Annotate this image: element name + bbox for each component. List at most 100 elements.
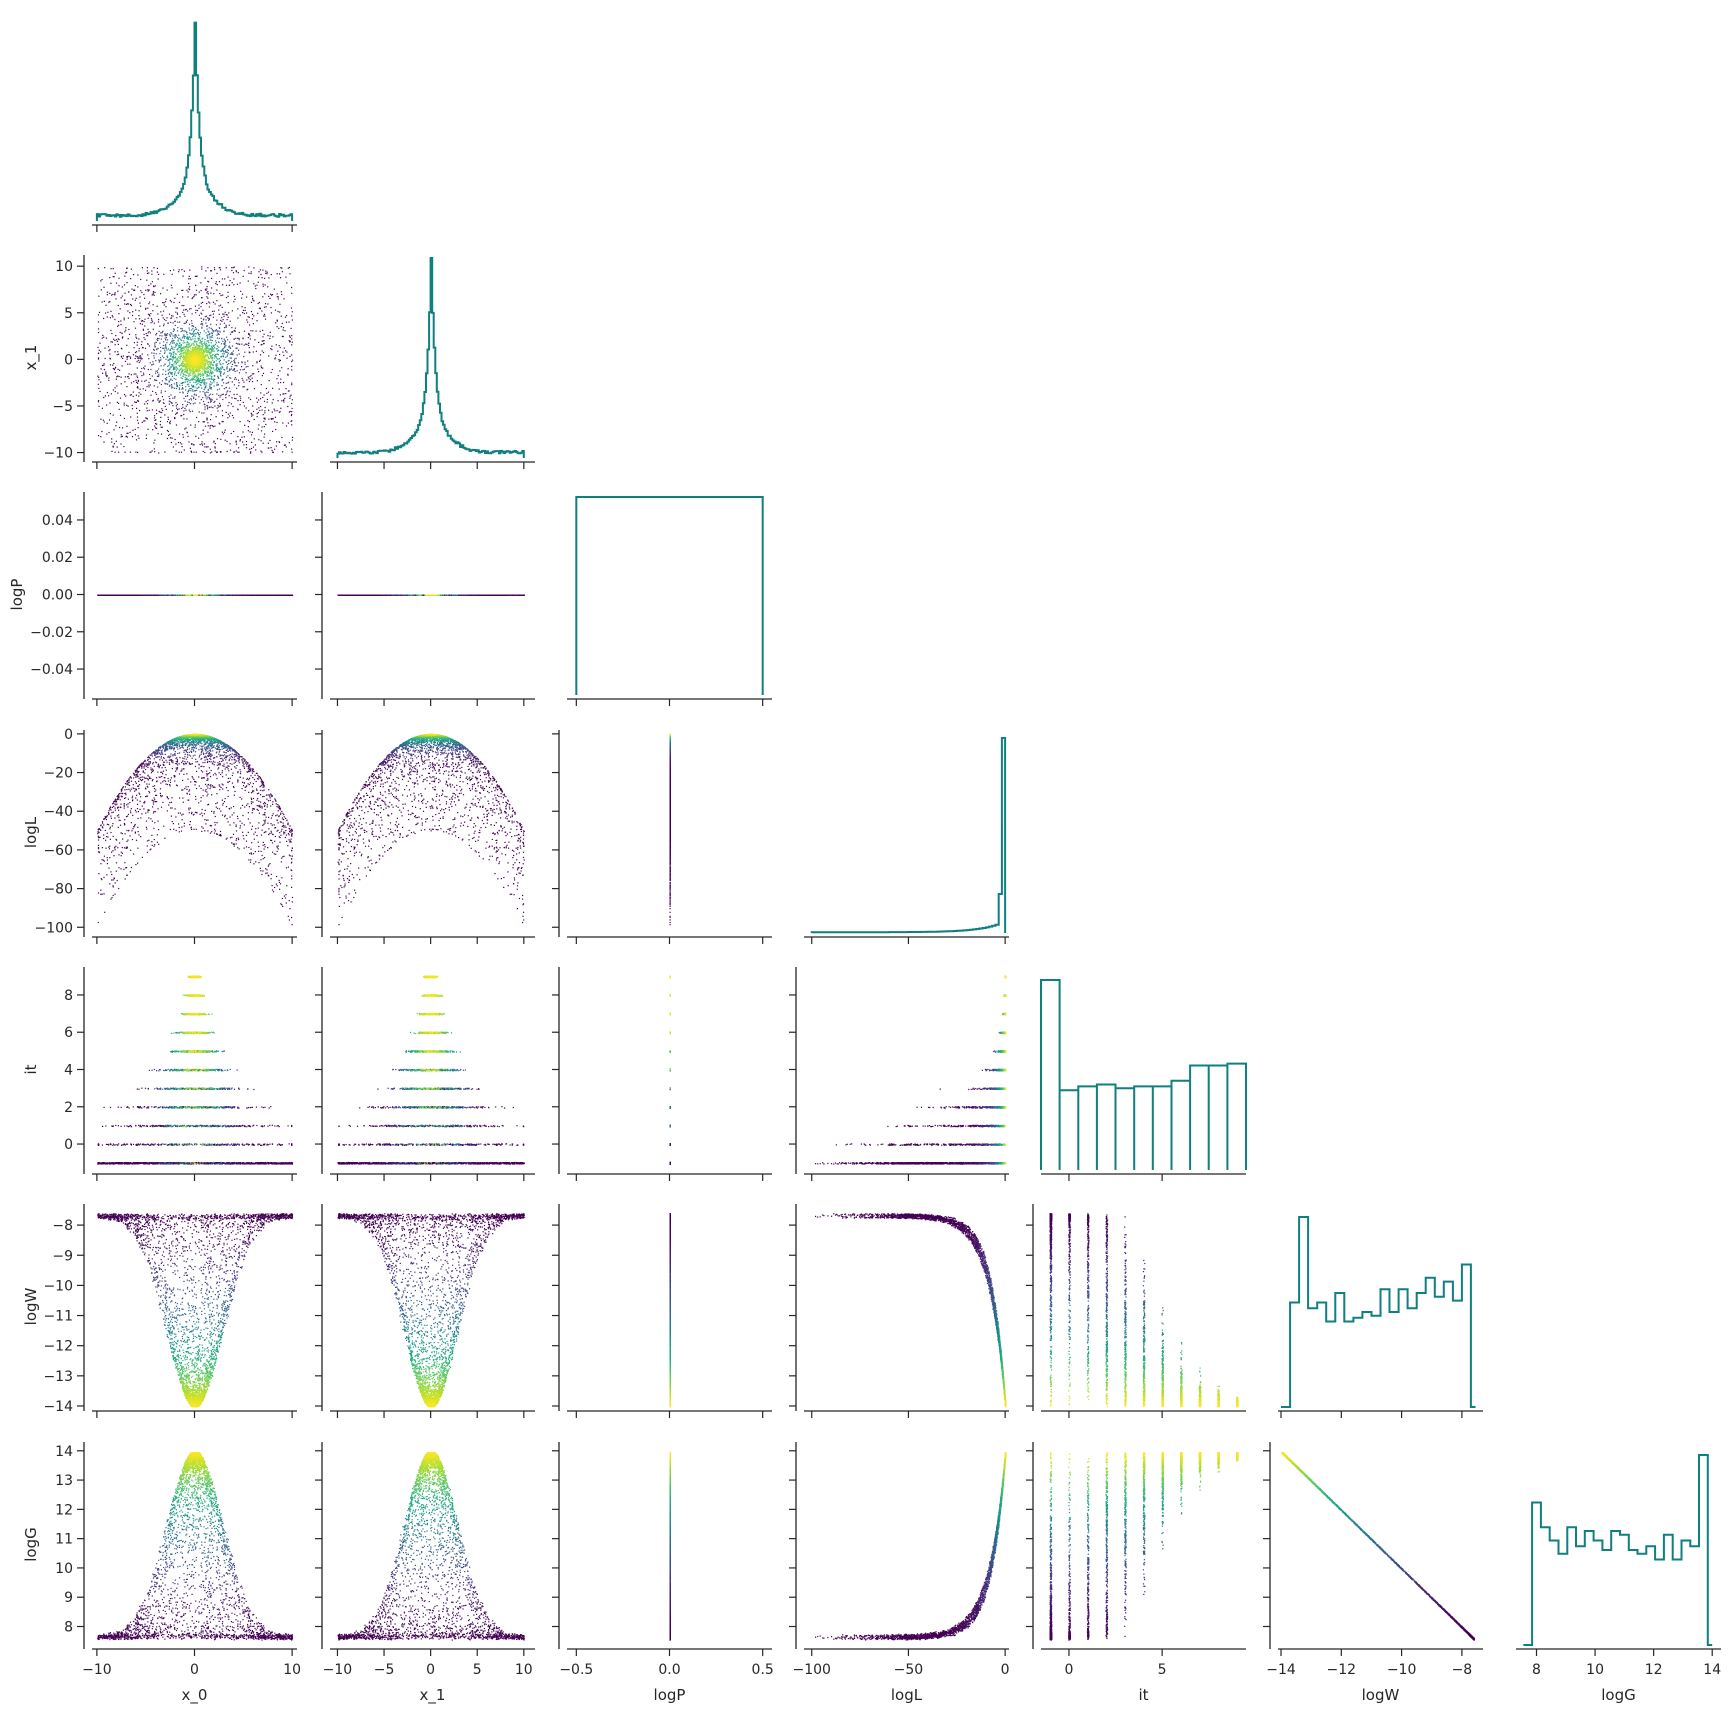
x-tick-label: 0 [1001,1662,1010,1678]
panel-logW-vs-logW [1278,1217,1483,1418]
x-axis-label-logG: logG [1601,1686,1636,1704]
scatter-logG-vs-x_1 [338,1452,525,1640]
y-tick-label: 5 [64,306,73,322]
y-axis-label-x_1: x_1 [22,345,41,371]
x-tick-label: 10 [283,1662,301,1678]
panel-it-vs-logP [552,967,772,1181]
x-tick-label: 0.5 [752,1662,774,1678]
y-axis-label-logL: logL [22,816,40,848]
x-tick-label: −10 [82,1662,112,1678]
panel-logG-vs-logG: 8 10 12 14 [1516,1455,1721,1678]
panel-logW-vs-logL [789,1204,1009,1418]
y-tick-label: −0.02 [30,625,73,641]
panel-logW-vs-x_0: −14−13−12−11−10−9−8 [43,1204,297,1418]
y-tick-label: 0 [64,352,73,368]
panel-logW-vs-logP [552,1204,772,1418]
scatter-logG-vs-it [1050,1452,1239,1640]
panel-logL-vs-x_1 [315,730,535,944]
x-tick-label: −100 [793,1662,831,1678]
x-tick-label: 8 [1532,1662,1541,1678]
y-tick-label: 0 [64,1137,73,1153]
panel-x_1-vs-x_1 [330,258,535,469]
y-tick-label: 0 [64,727,73,743]
x-tick-label: −10 [323,1662,353,1678]
x-tick-label: −0.5 [559,1662,593,1678]
y-tick-label: 8 [64,1620,73,1636]
scatter-logP-vs-x_1 [338,595,525,596]
y-tick-label: 12 [55,1502,73,1518]
y-tick-label: 11 [55,1532,73,1548]
y-tick-label: 10 [55,259,73,275]
histogram-x_0 [97,23,292,221]
y-tick-label: 0.04 [42,513,73,529]
y-tick-label: −14 [43,1399,73,1415]
y-tick-label: −0.04 [30,662,73,678]
x-tick-label: 0 [1064,1662,1073,1678]
y-tick-label: 9 [64,1590,73,1606]
scatter-logG-vs-logL [815,1452,1006,1640]
histogram-logL [812,738,1005,933]
histogram-logG [1523,1455,1712,1645]
x-tick-label: 5 [473,1662,482,1678]
y-tick-label: −11 [43,1309,73,1325]
panel-logP-vs-logP [567,497,772,706]
scatter-logW-vs-logP [670,1213,671,1407]
scatter-logP-vs-x_0 [97,595,293,596]
panel-it-vs-it [1041,980,1246,1181]
panel-logL-vs-x_0: −100−80−60−40−200 [35,727,297,944]
panel-logL-vs-logP [552,730,772,944]
scatter-x_1-vs-x_0 [97,266,293,453]
x-tick-label: −50 [894,1662,924,1678]
x-tick-label: 0 [426,1662,435,1678]
panel-it-vs-x_1 [315,967,535,1181]
histogram-logP [576,497,762,695]
y-tick-label: 6 [64,1025,73,1041]
y-tick-label: 8 [64,988,73,1004]
y-tick-label: −60 [43,843,73,859]
scatter-logG-vs-x_0 [97,1452,293,1640]
x-axis-label-x_0: x_0 [182,1686,208,1705]
y-tick-label: −5 [52,399,73,415]
histogram-it [1041,980,1246,1170]
panel-logG-vs-logP: −0.5 0.0 0.5 [552,1442,774,1678]
panel-logG-vs-logW: −14 −12 −10 −8 [1263,1442,1483,1678]
panel-logW-vs-it [1026,1204,1246,1418]
panel-logL-vs-logL [804,738,1009,944]
y-tick-label: −40 [43,804,73,820]
panel-logG-vs-logL: −100 −50 0 [789,1442,1010,1678]
y-axis-label-it: it [22,1064,40,1074]
scatter-logL-vs-x_0 [97,734,293,925]
scatter-it-vs-logP [670,976,671,1165]
x-tick-label: 10 [1586,1662,1604,1678]
x-tick-label: 14 [1703,1662,1721,1678]
y-axis-label-logP: logP [8,579,26,611]
y-tick-label: −13 [43,1369,73,1385]
panel-logW-vs-x_1 [315,1204,535,1418]
y-tick-label: 0.02 [42,550,73,566]
y-tick-label: 14 [55,1444,73,1460]
y-tick-label: −9 [52,1248,73,1264]
scatter-logG-vs-logP [670,1452,671,1640]
panel-logP-vs-x_0: −0.04−0.020.000.020.04 [30,492,297,706]
x-tick-label: 0.0 [658,1662,680,1678]
x-tick-label: −14 [1266,1662,1296,1678]
x-tick-label: −8 [1452,1662,1473,1678]
panel-logP-vs-x_1 [315,492,535,706]
scatter-it-vs-x_1 [338,976,525,1165]
y-axis-label-logW: logW [22,1287,40,1325]
x-tick-label: 10 [515,1662,533,1678]
scatter-logW-vs-it [1050,1213,1239,1407]
x-axis-label-it: it [1138,1686,1148,1704]
scatter-logL-vs-x_1 [338,734,525,925]
y-tick-label: 4 [64,1063,73,1079]
panel-logG-vs-x_1: −10 −5 0 5 10 [315,1442,535,1678]
y-tick-label: −10 [43,1278,73,1294]
x-tick-label: −5 [374,1662,395,1678]
y-tick-label: −100 [35,920,73,936]
x-axis-label-logP: logP [654,1686,686,1704]
x-tick-label: 5 [1158,1662,1167,1678]
